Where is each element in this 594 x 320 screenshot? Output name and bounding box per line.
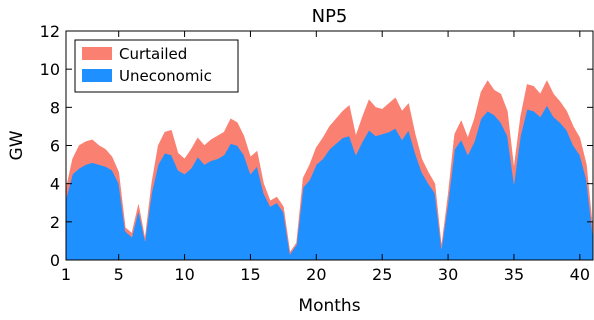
series-layer xyxy=(65,80,594,261)
x-axis-title: Months xyxy=(298,296,360,316)
y-tick-label: 12 xyxy=(40,22,60,41)
y-tick-label: 6 xyxy=(50,137,60,156)
legend: Curtailed Uneconomic xyxy=(74,39,239,93)
x-tick-label: 5 xyxy=(114,265,124,284)
x-tick-label: 25 xyxy=(372,265,392,284)
x-tick-label: 35 xyxy=(504,265,524,284)
legend-swatch-uneconomic xyxy=(82,69,112,82)
chart-title: NP5 xyxy=(312,6,348,27)
x-tick-label: 15 xyxy=(240,265,260,284)
y-tick-label: 8 xyxy=(50,98,60,117)
y-tick-label: 0 xyxy=(50,251,60,270)
y-axis-title: GW xyxy=(7,130,27,160)
y-tick-label: 4 xyxy=(50,175,60,194)
x-tick-label: 20 xyxy=(306,265,326,284)
x-tick-label: 40 xyxy=(570,265,590,284)
legend-label-curtailed: Curtailed xyxy=(119,45,187,63)
y-tick-label: 10 xyxy=(40,60,60,79)
x-tick-label: 10 xyxy=(174,265,194,284)
legend-label-uneconomic: Uneconomic xyxy=(119,67,212,85)
legend-swatch-curtailed xyxy=(82,47,112,60)
y-axis: 0 2 4 6 8 10 12 xyxy=(40,22,593,270)
x-tick-label: 30 xyxy=(438,265,458,284)
x-tick-label: 1 xyxy=(61,265,71,284)
y-tick-label: 2 xyxy=(50,213,60,232)
x-axis: 1 5 10 15 20 25 30 35 40 xyxy=(61,31,590,284)
